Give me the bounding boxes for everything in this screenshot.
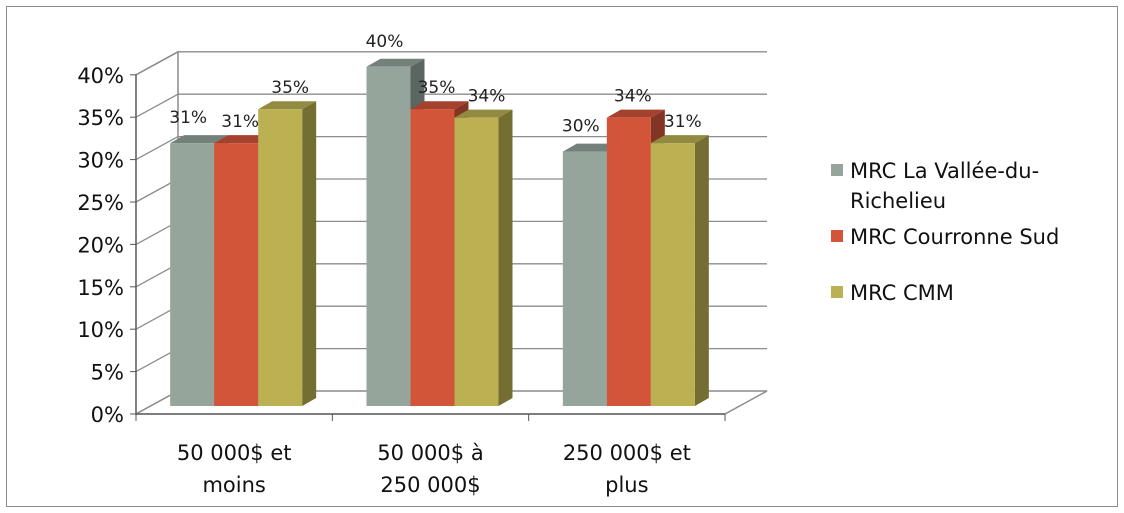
bar xyxy=(650,143,695,406)
x-tick-label: 250 000$ et xyxy=(563,441,691,465)
legend: MRC La Vallée-du- Richelieu MRC Courronne … xyxy=(828,156,1118,334)
bar xyxy=(562,151,607,406)
gridline-side xyxy=(135,51,179,76)
bar-top xyxy=(170,135,229,144)
bar xyxy=(258,109,303,406)
bar xyxy=(366,66,411,407)
x-tick-label: 50 000$ et xyxy=(177,441,292,465)
data-label: 31% xyxy=(221,112,259,132)
data-label: 31% xyxy=(664,112,702,132)
bar xyxy=(170,143,215,406)
x-tick-label: 250 000$ xyxy=(380,473,480,497)
bar xyxy=(606,117,651,407)
bar xyxy=(410,109,455,406)
legend-label: MRC CMM xyxy=(850,281,954,305)
y-tick-label: 35% xyxy=(77,106,124,130)
legend-label: MRC La Vallée-du- xyxy=(850,159,1040,183)
legend-label: Richelieu xyxy=(850,189,947,213)
data-label: 35% xyxy=(418,78,456,98)
bar xyxy=(214,143,259,406)
y-tick-label: 20% xyxy=(77,233,124,257)
legend-item: MRC La Vallée-du- Richelieu xyxy=(828,156,1118,216)
y-tick-label: 0% xyxy=(91,403,124,427)
y-tick-label: 40% xyxy=(77,64,124,88)
x-tick-label: plus xyxy=(605,473,648,497)
bar-side xyxy=(694,135,709,406)
y-tick-label: 25% xyxy=(77,191,124,215)
bar-top xyxy=(366,58,425,67)
bar xyxy=(454,117,499,407)
gridline-side xyxy=(135,136,179,161)
bar-top xyxy=(562,143,621,152)
data-label: 35% xyxy=(271,78,309,98)
x-tick-label: 50 000$ à xyxy=(377,441,483,465)
legend-item: MRC CMM xyxy=(828,278,1118,308)
data-label: 40% xyxy=(366,32,404,52)
data-label: 34% xyxy=(468,87,506,107)
legend-label: MRC Courronne Sud xyxy=(850,225,1060,249)
data-label: 30% xyxy=(562,117,600,137)
legend-swatch xyxy=(831,164,843,176)
bar-top xyxy=(606,109,665,118)
bar-top xyxy=(454,109,513,118)
bar-top xyxy=(214,135,273,144)
x-tick-label: moins xyxy=(202,473,265,497)
bar-side xyxy=(302,101,317,406)
y-tick-label: 15% xyxy=(77,276,124,300)
bar-top xyxy=(410,101,469,110)
y-tick-label: 10% xyxy=(77,318,124,342)
bar-top xyxy=(650,135,709,144)
legend-swatch xyxy=(831,286,843,298)
gridline-side xyxy=(135,93,179,118)
y-tick-label: 5% xyxy=(91,361,124,385)
data-label: 31% xyxy=(169,108,207,128)
bar-side xyxy=(498,109,513,407)
legend-swatch xyxy=(831,230,843,242)
data-label: 34% xyxy=(614,87,652,107)
legend-item: MRC Courronne Sud xyxy=(828,222,1118,252)
bar-top xyxy=(258,101,317,110)
y-tick-label: 30% xyxy=(77,149,124,173)
